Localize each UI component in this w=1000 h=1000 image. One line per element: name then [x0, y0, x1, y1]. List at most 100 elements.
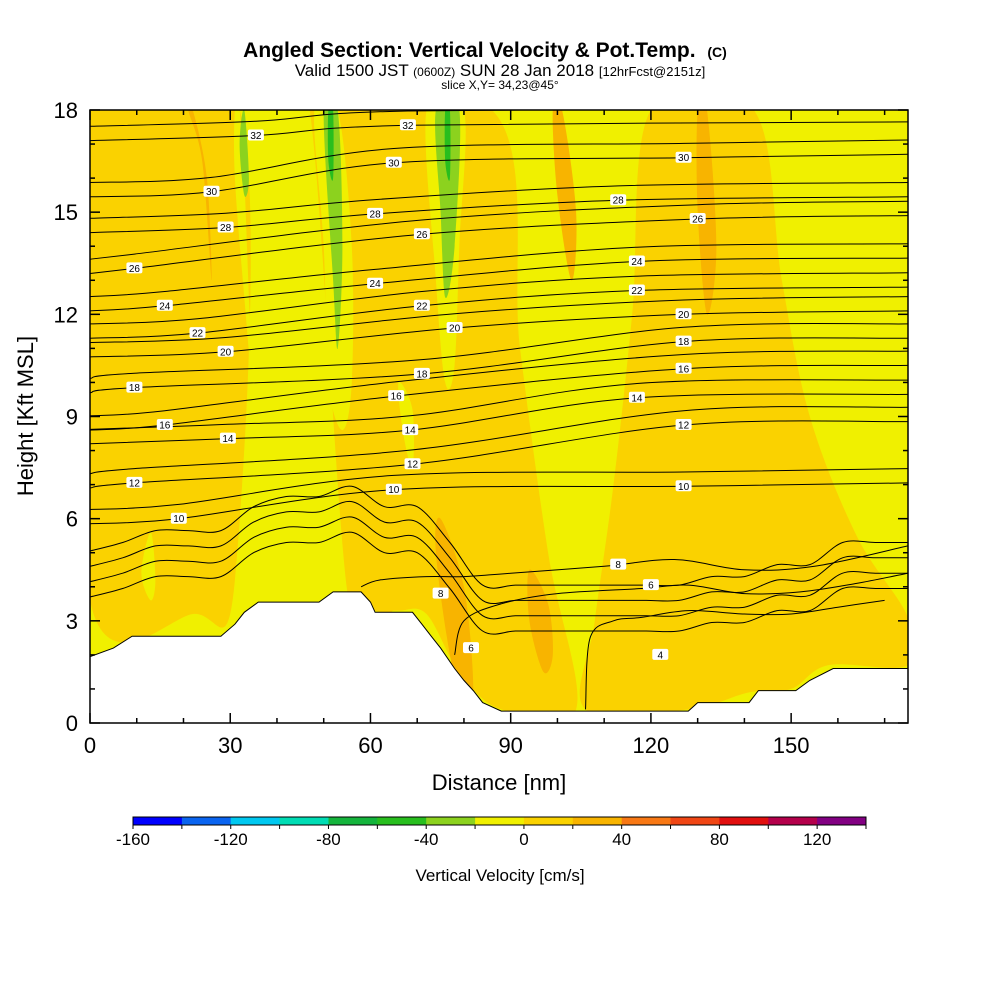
- contour-label-26-9: 26: [413, 228, 430, 241]
- contour-label-text: 6: [468, 644, 474, 655]
- contour-label-text: 30: [388, 158, 400, 169]
- colorbar-tick-label: 40: [612, 830, 631, 849]
- contour-label-text: 14: [222, 434, 234, 445]
- x-tick-label: 150: [773, 733, 810, 758]
- colorbar-tick-label: 120: [803, 830, 831, 849]
- contour-label-18-22: 18: [675, 335, 692, 348]
- colorbar-swatch: [279, 817, 329, 825]
- pot-temp-contour-32: [90, 121, 908, 142]
- colorbar-swatch: [817, 817, 867, 825]
- contour-label-6-37: 6: [642, 579, 659, 592]
- contour-label-text: 8: [438, 589, 444, 600]
- colorbar-tick-label: 0: [519, 830, 528, 849]
- pot-temp-contour-22: [90, 286, 908, 339]
- y-axis: 0 3 6 9 12 15 18: [54, 98, 908, 736]
- contour-label-12-31: 12: [675, 419, 692, 432]
- contour-label-24-11: 24: [156, 299, 173, 312]
- colorbar-frame: [132, 816, 867, 826]
- contour-label-text: 20: [678, 310, 690, 321]
- colorbar-swatch: [181, 817, 232, 825]
- pot-temp-contour-low-2: [90, 500, 908, 605]
- pot-temp-contour-14: [90, 393, 908, 445]
- contour-label-24-12: 24: [367, 277, 384, 290]
- pot-temp-contour-33: [90, 110, 537, 127]
- pot-temp-contour-17: [90, 350, 908, 417]
- pot-temp-contour-low-1: [90, 516, 908, 620]
- pot-temp-contour-31: [90, 139, 908, 183]
- contour-label-18-21: 18: [413, 367, 430, 380]
- contour-label-text: 32: [402, 121, 414, 132]
- pot-temp-contour-low-0: [90, 531, 908, 635]
- colorbar-swatch: [523, 817, 574, 825]
- plot-area: 32 32 30 30 30 28 28 28 26 26 26 24 24 24 22 22 22 20 20 20…: [90, 110, 908, 723]
- contour-label-text: 20: [449, 324, 461, 335]
- contour-label-22-16: 22: [628, 284, 645, 297]
- velocity-region-updraft-6: [527, 569, 553, 674]
- contour-label-4-39: 4: [652, 648, 669, 661]
- x-tick-label: 0: [84, 733, 96, 758]
- contour-label-text: 20: [220, 347, 232, 358]
- contour-label-26-10: 26: [689, 213, 706, 226]
- contour-label-text: 16: [678, 364, 690, 375]
- contour-label-28-5: 28: [217, 221, 234, 234]
- contour-label-text: 30: [678, 153, 690, 164]
- contour-label-text: 24: [370, 279, 382, 290]
- pot-temp-contour-8: [360, 545, 908, 588]
- contour-label-14-27: 14: [402, 424, 419, 437]
- pot-temp-contour-27: [90, 200, 908, 260]
- x-tick-label: 30: [218, 733, 242, 758]
- pot-temp-contour-13: [90, 406, 908, 475]
- x-tick-label: 60: [358, 733, 382, 758]
- contour-label-text: 14: [631, 393, 643, 404]
- colorbar-swatch: [377, 817, 427, 825]
- contour-label-30-2: 30: [203, 185, 220, 198]
- contour-label-text: 28: [613, 196, 625, 207]
- velocity-region-downdraft-14: [239, 110, 249, 197]
- y-tick-label: 15: [54, 200, 78, 225]
- chart-title: Angled Section: Vertical Velocity & Pot.…: [243, 39, 727, 62]
- contour-label-26-8: 26: [126, 262, 143, 275]
- contour-label-6-38: 6: [463, 642, 479, 655]
- contour-label-text: 28: [220, 223, 232, 234]
- contour-label-text: 4: [658, 650, 664, 661]
- colorbar-swatch: [475, 817, 525, 825]
- x-axis-label: Distance [nm]: [432, 770, 567, 795]
- y-tick-label: 3: [66, 609, 78, 634]
- y-axis-label: Height [Kft MSL]: [13, 336, 38, 496]
- velocity-region-updraft-5: [435, 517, 474, 709]
- contour-label-28-7: 28: [610, 194, 627, 207]
- contour-label-10-34: 10: [675, 480, 692, 493]
- x-tick-label: 90: [498, 733, 522, 758]
- pot-temp-contour-11: [90, 468, 908, 510]
- y-tick-label: 0: [66, 711, 78, 736]
- y-tick-label: 12: [54, 302, 78, 327]
- colorbar-swatch: [133, 817, 183, 825]
- contour-label-text: 30: [206, 187, 218, 198]
- colorbar-swatch: [572, 817, 623, 825]
- contour-label-10-32: 10: [170, 512, 187, 525]
- velocity-region-downdraft-18: [444, 110, 451, 181]
- contour-label-14-28: 14: [628, 391, 645, 404]
- contour-label-text: 26: [692, 215, 704, 226]
- contour-label-22-14: 22: [189, 327, 206, 340]
- terrain-mask: [90, 591, 908, 723]
- contour-label-12-29: 12: [126, 476, 143, 489]
- x-tick-label: 120: [633, 733, 670, 758]
- x-axis: 0 30 60 90 120 150: [84, 110, 886, 758]
- contour-label-32-1: 32: [399, 119, 416, 132]
- colorbar-swatch: [426, 817, 476, 825]
- contour-label-layer: 32 32 30 30 30 28 28 28 26 26 26 24 24 24 22 22 22 20 20 20…: [126, 119, 706, 661]
- contour-label-16-24: 16: [388, 390, 405, 403]
- colorbar-tick-label: -160: [116, 830, 150, 849]
- velocity-region-downdraft-13: [141, 532, 156, 601]
- colorbar-swatch: [621, 817, 672, 825]
- colorbar-swatch: [328, 817, 378, 825]
- colorbar-tick-label: -40: [414, 830, 439, 849]
- colorbar-tick-label: -80: [316, 830, 341, 849]
- contour-label-16-25: 16: [675, 362, 692, 375]
- pot-temp-contour-6: [454, 572, 908, 656]
- contour-label-text: 22: [416, 301, 428, 312]
- velocity-region-downdraft-16: [435, 110, 461, 299]
- contour-label-text: 18: [678, 337, 690, 348]
